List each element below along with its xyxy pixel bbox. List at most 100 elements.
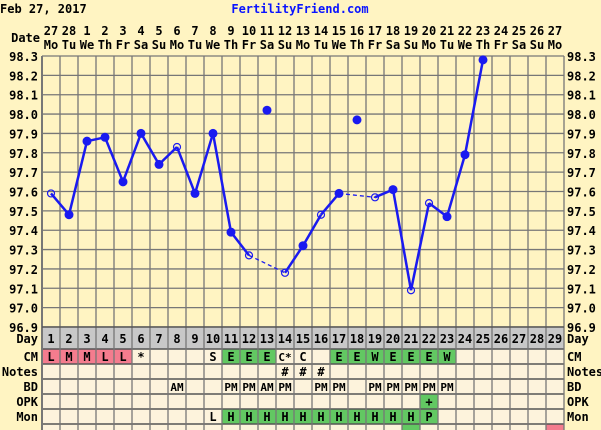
table-cell: M xyxy=(83,350,90,364)
table-cell: H xyxy=(389,410,396,424)
weekday-tick: Tu xyxy=(314,38,328,52)
date-tick: 4 xyxy=(137,24,144,38)
table-cell: AM xyxy=(170,381,184,394)
y-tick-left: 97.0 xyxy=(9,302,38,316)
cell-fill xyxy=(222,349,240,364)
weekday-tick: Mo xyxy=(422,38,436,52)
temp-line xyxy=(175,146,197,194)
temp-point-open xyxy=(244,251,254,260)
day-number: 28 xyxy=(530,332,544,346)
table-cell: L xyxy=(119,350,126,364)
date-tick: 1 xyxy=(83,24,90,38)
y-tick-left: 98.1 xyxy=(9,89,38,103)
day-number: 15 xyxy=(296,332,310,346)
table-cell: H xyxy=(335,410,342,424)
cell-fill xyxy=(420,409,438,424)
temp-point-open xyxy=(406,286,416,295)
row-label-left: Notes xyxy=(2,365,38,379)
weekday-tick: Tu xyxy=(62,38,76,52)
table-cell: PM xyxy=(278,381,292,394)
temp-line xyxy=(139,132,161,166)
cell-fill xyxy=(222,409,240,424)
weekday-tick: Mo xyxy=(548,38,562,52)
cell-fill xyxy=(240,409,258,424)
date-tick: 17 xyxy=(368,24,382,38)
table-cell: H xyxy=(353,410,360,424)
temp-line xyxy=(50,192,70,216)
day-number: 23 xyxy=(440,332,454,346)
day-number: 7 xyxy=(155,332,162,346)
weekday-tick: Th xyxy=(98,38,112,52)
date-tick: 19 xyxy=(404,24,418,38)
table-cell: + xyxy=(425,395,432,409)
temp-point xyxy=(298,241,308,251)
weekday-tick: Sa xyxy=(386,38,400,52)
date-tick: 21 xyxy=(440,24,454,38)
cell-fill xyxy=(420,349,438,364)
temp-point-open xyxy=(370,193,380,202)
temp-line xyxy=(445,154,467,218)
y-tick-right: 97.9 xyxy=(567,127,596,141)
y-tick-left: 98.2 xyxy=(9,69,38,83)
y-tick-left: 97.2 xyxy=(9,263,38,277)
table-cell: M xyxy=(65,350,72,364)
temp-point xyxy=(460,150,470,160)
temp-line xyxy=(463,59,485,155)
weekday-tick: We xyxy=(332,38,346,52)
table-cell: AM xyxy=(260,381,274,394)
site-link[interactable]: FertilityFriend.com xyxy=(231,2,368,16)
row-label-right: Mon xyxy=(567,410,589,424)
table-cell: W xyxy=(371,350,379,364)
y-tick-left: 96.9 xyxy=(9,321,38,335)
table-cell: PM xyxy=(386,381,400,394)
table-cell: * xyxy=(137,350,144,364)
cell-fill xyxy=(402,424,420,430)
day-number: 24 xyxy=(458,332,472,346)
table-cell: PM xyxy=(224,381,238,394)
table-cell: E xyxy=(389,350,396,364)
y-tick-left: 98.3 xyxy=(9,50,38,64)
table-cell: L xyxy=(101,350,108,364)
temp-point-open xyxy=(172,142,182,152)
table-cell: H xyxy=(371,410,378,424)
date-tick: 10 xyxy=(242,24,256,38)
table-row xyxy=(42,379,564,394)
date-tick: 16 xyxy=(350,24,364,38)
date-label: Date xyxy=(11,31,40,45)
cell-fill xyxy=(366,409,384,424)
date-tick: 26 xyxy=(530,24,544,38)
day-number: 20 xyxy=(386,332,400,346)
temp-point xyxy=(442,212,452,222)
temp-line xyxy=(211,133,233,233)
y-tick-right: 98.1 xyxy=(567,89,596,103)
y-tick-right: 97.4 xyxy=(567,224,596,238)
table-cell: PM xyxy=(314,381,328,394)
date-tick: 14 xyxy=(314,24,328,38)
weekday-tick: Fr xyxy=(494,38,508,52)
weekday-tick: Th xyxy=(350,38,364,52)
weekday-tick: Su xyxy=(530,38,544,52)
date-tick: 11 xyxy=(260,24,274,38)
weekday-tick: Mo xyxy=(296,38,310,52)
date-tick: 28 xyxy=(62,24,76,38)
day-number: 16 xyxy=(314,332,328,346)
date-tick: 5 xyxy=(155,24,162,38)
weekday-tick: Mo xyxy=(170,38,184,52)
date-tick: 20 xyxy=(422,24,436,38)
table-cell: PM xyxy=(242,381,256,394)
day-number: 14 xyxy=(278,332,292,346)
weekday-tick: We xyxy=(80,38,94,52)
row-label-right: CM xyxy=(567,350,581,364)
row-label-left: BD xyxy=(24,380,38,394)
cell-fill xyxy=(420,394,438,409)
table-cell: H xyxy=(263,410,270,424)
date-tick: 15 xyxy=(332,24,346,38)
weekday-tick: Su xyxy=(404,38,418,52)
table-cell: # xyxy=(299,365,307,379)
weekday-tick: Fr xyxy=(242,38,256,52)
cell-fill xyxy=(330,349,348,364)
cell-fill xyxy=(348,349,366,364)
weekday-tick: Sa xyxy=(134,38,148,52)
day-number: 5 xyxy=(119,332,126,346)
day-number: 25 xyxy=(476,332,490,346)
